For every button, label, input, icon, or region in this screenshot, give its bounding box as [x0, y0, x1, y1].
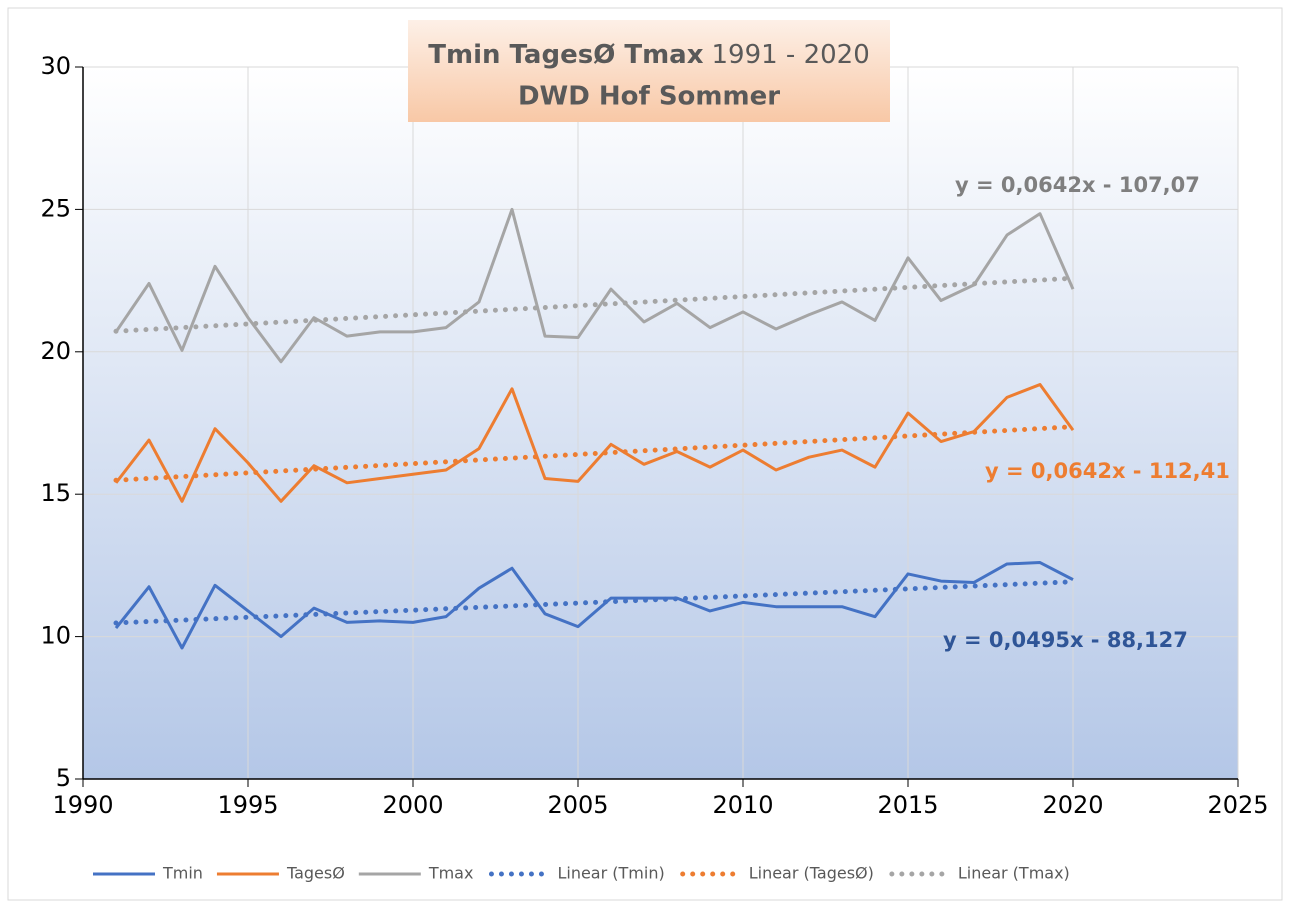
y-tick-label: 30 — [40, 52, 71, 80]
chart-title: Tmin TagesØ Tmax 1991 - 2020 — [428, 40, 870, 70]
trend-equation: y = 0,0642x - 107,07 — [955, 173, 1200, 197]
line-series — [114, 383, 1075, 503]
trendline — [113, 424, 1076, 483]
x-tick-label: 2005 — [547, 791, 608, 819]
x-tick-label: 2015 — [877, 791, 938, 819]
y-tick-label: 25 — [40, 194, 71, 222]
y-tick-label: 10 — [40, 622, 71, 650]
legend-label: TagesØ — [286, 864, 345, 883]
x-tick-label: 2000 — [382, 791, 443, 819]
x-tick-label: 1995 — [217, 791, 278, 819]
y-tick-label: 15 — [40, 479, 71, 507]
x-tick-label: 2020 — [1042, 791, 1103, 819]
trend-equation: y = 0,0642x - 112,41 — [985, 459, 1230, 483]
title-main: Tmin TagesØ Tmax — [428, 40, 703, 70]
legend-label: Linear (Tmax) — [958, 864, 1070, 883]
y-tick-label: 20 — [40, 337, 71, 365]
trendline — [113, 579, 1076, 626]
title-box — [408, 20, 890, 122]
x-tick-label: 2010 — [712, 791, 773, 819]
legend-label: Linear (TagesØ) — [749, 864, 874, 883]
plot-area — [83, 67, 1238, 779]
x-tick-label: 1990 — [52, 791, 113, 819]
line-series — [114, 207, 1075, 364]
legend-label: Linear (Tmin) — [557, 864, 664, 883]
subtitle: DWD Hof Sommer — [518, 82, 780, 112]
x-tick-label: 2025 — [1207, 791, 1268, 819]
legend-label: Tmax — [428, 864, 474, 883]
trend-equation: y = 0,0495x - 88,127 — [943, 628, 1188, 652]
title-period: 1991 - 2020 — [712, 40, 870, 70]
trendline — [113, 275, 1076, 334]
line-series — [114, 561, 1074, 650]
y-tick-label: 5 — [56, 764, 71, 792]
legend-label: Tmin — [162, 864, 203, 883]
